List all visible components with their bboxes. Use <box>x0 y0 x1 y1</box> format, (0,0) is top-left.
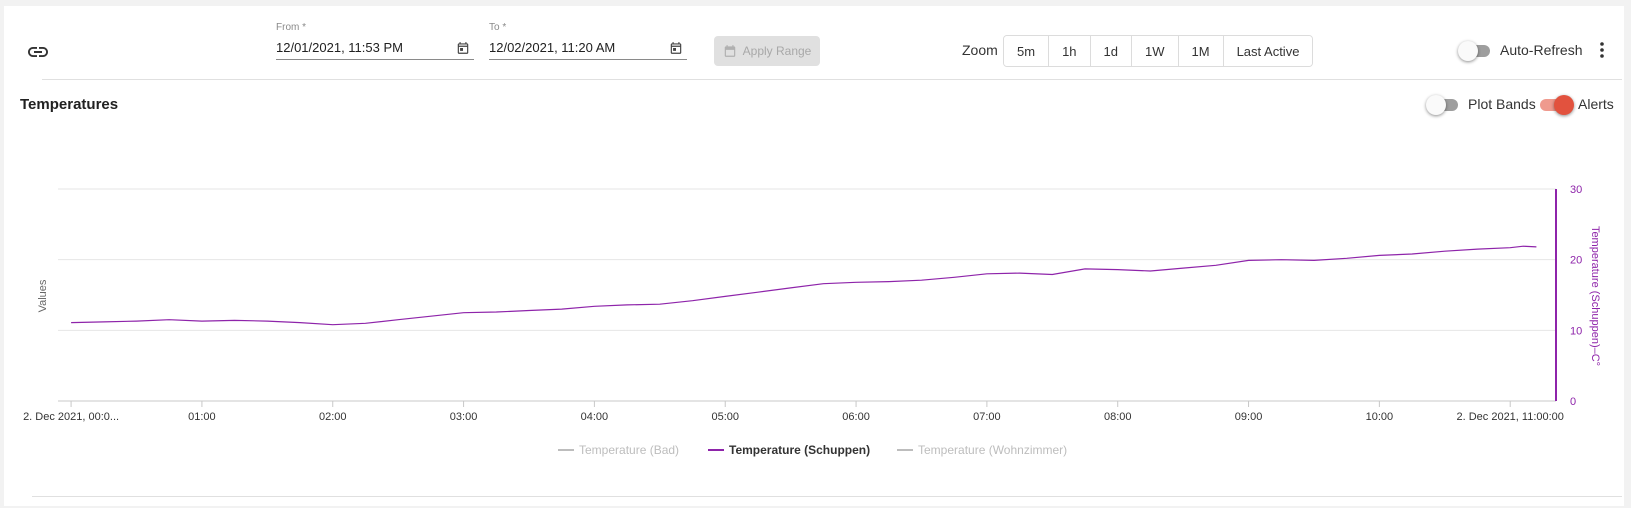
x-tick-label: 02:00 <box>319 411 347 423</box>
more-vert-icon[interactable] <box>1597 40 1607 60</box>
zoom-1m-button[interactable]: 1M <box>1177 36 1223 66</box>
alerts-toggle[interactable] <box>1538 94 1574 115</box>
zoom-1h-button[interactable]: 1h <box>1048 36 1090 66</box>
y-axis-right-label: Temperature (Schuppen)–C° <box>1589 226 1601 366</box>
from-label: From * <box>276 22 306 33</box>
chart-legend: Temperature (Bad) Temperature (Schuppen) T… <box>558 443 1067 457</box>
y-axis-left-label: Values <box>37 279 49 312</box>
calendar-icon[interactable] <box>456 41 470 55</box>
to-label: To * <box>489 22 507 33</box>
zoom-5m-button[interactable]: 5m <box>1004 36 1049 66</box>
x-tick-label: 07:00 <box>973 411 1001 423</box>
x-tick-label: 2. Dec 2021, 00:0... <box>23 411 119 423</box>
to-underline <box>489 59 687 60</box>
plot-bands-toggle[interactable] <box>1426 94 1460 115</box>
from-field[interactable]: From * 12/01/2021, 11:53 PM <box>276 22 474 62</box>
toggle-knob <box>1458 41 1478 61</box>
x-tick-label: 10:00 <box>1366 411 1394 423</box>
y-tick-label: 30 <box>1570 184 1582 196</box>
legend-item: Temperature (Wohnzimmer) <box>918 443 1067 457</box>
x-tick-label: 05:00 <box>711 411 739 423</box>
series-line <box>71 245 1537 326</box>
zoom-1d-button[interactable]: 1d <box>1089 36 1131 66</box>
x-tick-label: 01:00 <box>188 411 216 423</box>
apply-range-button[interactable]: Apply Range <box>714 36 820 66</box>
from-input[interactable]: 12/01/2021, 11:53 PM <box>276 40 403 55</box>
panel-bottom-divider <box>32 496 1622 497</box>
x-tick-label: 08:00 <box>1104 411 1132 423</box>
zoom-last-active-button[interactable]: Last Active <box>1222 36 1313 66</box>
toolbar-divider <box>42 79 1622 80</box>
auto-refresh-label: Auto-Refresh <box>1500 42 1583 58</box>
plot-bands-label: Plot Bands <box>1468 96 1536 112</box>
y-tick-label: 20 <box>1570 255 1582 267</box>
y-tick-label: 10 <box>1570 325 1582 337</box>
auto-refresh-toggle[interactable] <box>1458 40 1492 61</box>
x-tick-label: 06:00 <box>842 411 870 423</box>
x-tick-label: 09:00 <box>1235 411 1263 423</box>
grid-lines <box>58 188 1556 402</box>
legend-item: Temperature (Bad) <box>579 443 679 457</box>
toggle-knob <box>1554 95 1574 115</box>
legend-item: Temperature (Schuppen) <box>729 443 870 457</box>
zoom-button-group: 5m 1h 1d 1W 1M Last Active <box>1003 35 1314 67</box>
y-tick-label: 0 <box>1570 396 1576 408</box>
panel-title: Temperatures <box>20 96 119 113</box>
alerts-label: Alerts <box>1578 96 1614 112</box>
x-tick-label: 2. Dec 2021, 11:00:00 <box>1456 411 1563 423</box>
calendar-icon <box>724 45 735 57</box>
zoom-label: Zoom <box>962 42 998 58</box>
link-icon[interactable] <box>26 40 50 64</box>
to-field[interactable]: To * 12/02/2021, 11:20 AM <box>489 22 687 62</box>
from-underline <box>276 59 474 60</box>
x-tick-label: 04:00 <box>581 411 609 423</box>
dashboard-card <box>4 6 1624 506</box>
calendar-icon[interactable] <box>669 41 683 55</box>
x-axis: 2. Dec 2021, 00:0... 01:00 02:00 03:00 04:00… <box>23 401 1564 423</box>
apply-range-label: Apply Range <box>742 44 812 58</box>
toggle-knob <box>1426 95 1446 115</box>
y-axis-right: 0 10 20 30 <box>1555 184 1582 408</box>
series-lines <box>71 245 1537 326</box>
x-tick-label: 03:00 <box>450 411 478 423</box>
zoom-1w-button[interactable]: 1W <box>1131 36 1178 66</box>
to-input[interactable]: 12/02/2021, 11:20 AM <box>489 40 616 55</box>
